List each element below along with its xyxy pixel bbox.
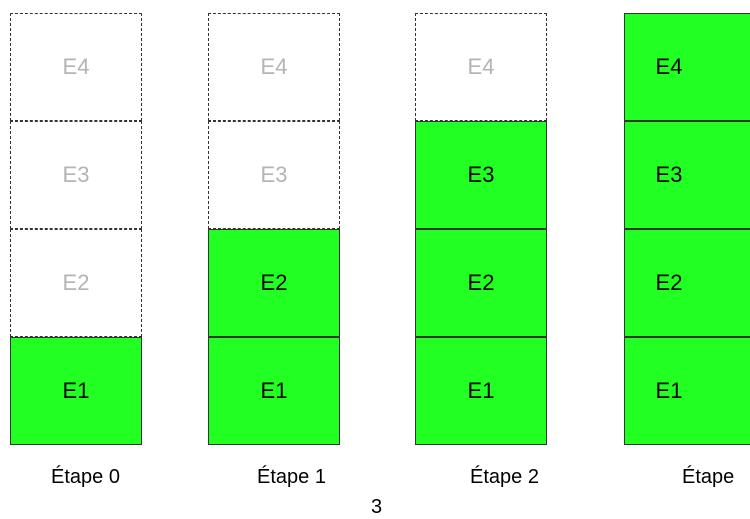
stage-1-cell-e3: E3 [208, 121, 340, 229]
page-number: 3 [371, 496, 383, 518]
stage-1-caption: Étape 1 [257, 466, 326, 488]
cell-label: E2 [62, 270, 90, 295]
cell-label: E3 [467, 162, 495, 187]
stage-1-cell-e4: E4 [208, 13, 340, 121]
stage-0-cell-e1: E1 [10, 337, 142, 445]
stage-2-cell-e2: E2 [415, 229, 547, 337]
stage-2-caption: Étape 2 [470, 466, 539, 488]
stage-1-cell-e2: E2 [208, 229, 340, 337]
cell-label: E3 [260, 162, 288, 187]
cell-label: E1 [467, 378, 495, 403]
cell-label: E2 [467, 270, 495, 295]
cell-label: E1 [655, 378, 683, 403]
cell-label: E2 [260, 270, 288, 295]
cell-label: E4 [655, 54, 683, 79]
stage-2-cell-e4: E4 [415, 13, 547, 121]
cell-label: E2 [655, 270, 683, 295]
cell-label: E1 [62, 378, 90, 403]
stage-3-cell-e2: E2 [624, 229, 750, 337]
stage-2-cell-e1: E1 [415, 337, 547, 445]
stage-0-cell-e2: E2 [10, 229, 142, 337]
cell-label: E1 [260, 378, 288, 403]
stage-3-cell-e4: E4 [624, 13, 750, 121]
stage-3-cell-e3: E3 [624, 121, 750, 229]
stage-0-cell-e3: E3 [10, 121, 142, 229]
stage-0-cell-e4: E4 [10, 13, 142, 121]
cell-label: E3 [655, 162, 683, 187]
stage-3-cell-e1: E1 [624, 337, 750, 445]
stage-3-caption: Étape [682, 466, 735, 488]
cell-label: E4 [260, 54, 288, 79]
cell-label: E4 [467, 54, 495, 79]
stage-2-cell-e3: E3 [415, 121, 547, 229]
cell-label: E3 [62, 162, 90, 187]
cell-label: E4 [62, 54, 90, 79]
stage-0-caption: Étape 0 [51, 466, 120, 488]
stage-1-cell-e1: E1 [208, 337, 340, 445]
